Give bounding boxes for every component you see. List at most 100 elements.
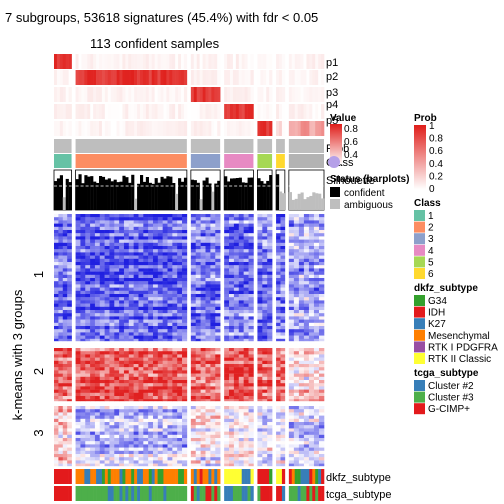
prob-row-2-group-5 xyxy=(257,70,273,85)
legend-class-title: Class xyxy=(414,198,441,209)
legend-prob-title: Prob xyxy=(414,113,437,124)
legend-prob-tick-0: 1 xyxy=(429,121,435,132)
annotation-label-dkfz-subtype: dkfz_subtype xyxy=(326,472,391,484)
prob-row-2-group-3 xyxy=(190,70,221,85)
legend-tcga-subtype-swatch-2 xyxy=(414,403,425,415)
class-bar-group-5 xyxy=(257,154,273,168)
dkfz-bar-group-2 xyxy=(75,469,188,484)
prob-row-3-group-4 xyxy=(224,87,254,102)
legend-dkfz-subtype-label-1: IDH xyxy=(428,308,445,319)
legend-class-label-1: 2 xyxy=(428,223,434,234)
annotation-label-p1: p1 xyxy=(326,57,338,69)
legend-status-label-0: confident xyxy=(344,188,385,199)
prob-row-3-group-7 xyxy=(288,87,325,102)
prob-row-5-group-6 xyxy=(276,121,286,136)
prob-bar-group-6 xyxy=(276,139,285,153)
prob-row-5-group-4 xyxy=(224,121,254,136)
silhouette-group-2 xyxy=(75,169,188,211)
prob-row-1-group-1 xyxy=(54,54,72,69)
legend-overlap-dot xyxy=(328,156,340,168)
class-bar-group-3 xyxy=(190,154,221,168)
prob-row-1-group-4 xyxy=(224,54,254,69)
prob-row-5-group-7 xyxy=(288,121,325,136)
prob-row-4-group-1 xyxy=(54,104,72,119)
legend-value-tick-0: 0.8 xyxy=(344,124,358,135)
prob-row-4-group-4 xyxy=(224,104,254,119)
heat-block-r2-c3 xyxy=(190,348,221,402)
row-group-label-1: 1 xyxy=(31,271,46,278)
legend-dkfz-subtype-label-4: RTK I PDGFRA xyxy=(428,342,498,353)
prob-row-4-group-6 xyxy=(276,104,286,119)
legend-value-tick-2: 0.4 xyxy=(344,150,358,161)
silhouette-group-6 xyxy=(275,169,286,211)
legend-prob-tick-3: 0.4 xyxy=(429,159,443,170)
heat-block-r1-c3 xyxy=(190,214,221,342)
prob-row-2-group-1 xyxy=(54,70,72,85)
legend-class-label-2: 3 xyxy=(428,234,434,245)
heat-block-r1-c4 xyxy=(224,214,254,342)
legend-dkfz-subtype-swatch-3 xyxy=(414,329,425,341)
tcga-bar-group-6 xyxy=(276,486,286,501)
heat-block-r3-c2 xyxy=(75,406,188,467)
prob-bar-group-3 xyxy=(190,139,221,153)
prob-row-2-group-7 xyxy=(288,70,325,85)
class-bar-group-4 xyxy=(224,154,254,168)
tcga-bar-group-3 xyxy=(190,486,221,501)
legend-class-label-3: 4 xyxy=(428,246,434,257)
prob-row-3-group-5 xyxy=(257,87,273,102)
heat-block-r2-c6 xyxy=(276,348,286,402)
legend-dkfz-subtype-label-3: Mesenchymal xyxy=(428,331,490,342)
tcga-bar-group-5 xyxy=(257,486,273,501)
legend-class-swatch-2 xyxy=(414,233,425,245)
heat-block-r3-c1 xyxy=(54,406,72,467)
prob-row-3-group-1 xyxy=(54,87,72,102)
tcga-bar-group-4 xyxy=(224,486,254,501)
prob-row-1-group-5 xyxy=(257,54,273,69)
prob-row-5-group-2 xyxy=(75,121,188,136)
class-bar-group-7 xyxy=(288,154,324,168)
prob-row-5-group-5 xyxy=(257,121,273,136)
tcga-bar-group-2 xyxy=(75,486,188,501)
legend-dkfz-subtype-label-5: RTK II Classic xyxy=(428,354,491,365)
legend-dkfz-subtype-swatch-4 xyxy=(414,341,425,353)
prob-bar-group-1 xyxy=(54,139,72,153)
dkfz-bar-group-7 xyxy=(288,469,325,484)
class-bar-group-2 xyxy=(75,154,187,168)
silhouette-group-5 xyxy=(257,169,273,211)
class-bar-group-1 xyxy=(54,154,72,168)
prob-row-5-group-1 xyxy=(54,121,72,136)
annotation-label-silhouette: Silhouette xyxy=(326,175,375,187)
legend-status-label-1: ambiguous xyxy=(344,200,393,211)
heat-block-r2-c4 xyxy=(224,348,254,402)
legend-prob-tick-5: 0 xyxy=(429,184,435,195)
prob-row-4-group-7 xyxy=(288,104,325,119)
legend-class-swatch-5 xyxy=(414,268,425,279)
row-group-label-3: 3 xyxy=(31,429,46,436)
legend-class-label-4: 5 xyxy=(428,257,434,268)
legend-dkfz-subtype-swatch-1 xyxy=(414,306,425,318)
row-group-label-2: 2 xyxy=(31,368,46,375)
heat-block-r3-c4 xyxy=(224,406,254,467)
legend-dkfz-subtype-swatch-5 xyxy=(414,353,425,364)
legend-tcga-subtype-title: tcga_subtype xyxy=(414,368,479,379)
heat-block-r1-c2 xyxy=(75,214,188,342)
prob-row-4-group-3 xyxy=(190,104,221,119)
legend-tcga-subtype-swatch-0 xyxy=(414,380,425,391)
heat-block-r2-c7 xyxy=(288,348,325,402)
prob-bar-group-2 xyxy=(75,139,187,153)
tcga-bar-group-7 xyxy=(288,486,325,501)
prob-row-1-group-2 xyxy=(75,54,188,69)
legend-value-tick-1: 0.6 xyxy=(344,137,358,148)
heat-block-r3-c7 xyxy=(288,406,325,467)
legend-dkfz-subtype-swatch-2 xyxy=(414,318,425,330)
annotation-label-p2: p2 xyxy=(326,71,338,83)
heat-block-r3-c5 xyxy=(257,406,273,467)
annotation-label-tcga-subtype: tcga_subtype xyxy=(326,489,391,501)
legend-prob-tick-4: 0.2 xyxy=(429,171,443,182)
prob-row-1-group-6 xyxy=(276,54,286,69)
prob-row-3-group-3 xyxy=(190,87,221,102)
chart-subtitle: 113 confident samples xyxy=(90,36,220,51)
legend-dkfz-subtype-label-0: G34 xyxy=(428,296,447,307)
prob-row-2-group-4 xyxy=(224,70,254,85)
